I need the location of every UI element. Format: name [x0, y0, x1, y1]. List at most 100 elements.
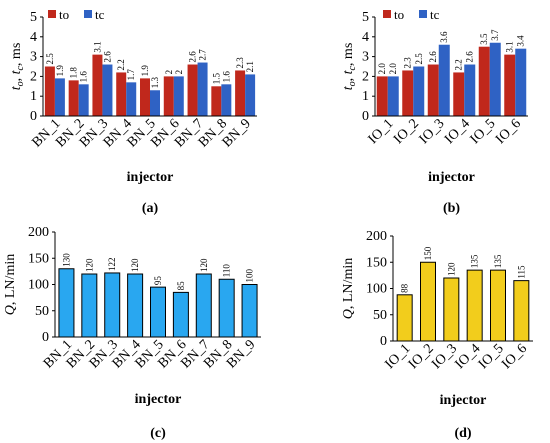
- bar-a-to-7: [187, 64, 198, 116]
- y-tick-label: 0: [380, 334, 387, 349]
- y-tick-label: 200: [366, 229, 387, 244]
- value-label-b-to-2: 2.3: [403, 57, 413, 69]
- panel-label: (a): [142, 201, 159, 216]
- bar-a-tc-4: [126, 82, 137, 116]
- category-label-IO_3: IO_3: [429, 341, 460, 372]
- category-label-IO_5: IO_5: [476, 341, 507, 372]
- value-label-a-tc-8: 1.6: [221, 71, 231, 83]
- value-label-a-tc-1: 1.9: [55, 65, 65, 77]
- bar-b-to-3: [427, 64, 439, 116]
- category-label-IO_5: IO_5: [468, 116, 499, 147]
- y-tick-label: 0: [42, 330, 49, 345]
- y-tick-label: 3: [30, 50, 37, 65]
- y-tick-label: 1: [362, 89, 369, 104]
- bar-a-tc-6: [173, 76, 184, 116]
- y-tick-label: 3: [362, 50, 369, 65]
- y-tick-label: 4: [362, 30, 369, 45]
- value-label-d-q-3: 120: [446, 262, 456, 276]
- value-label-a-to-7: 2.6: [188, 51, 198, 63]
- y-tick-label: 150: [28, 251, 49, 266]
- y-tick-label: 100: [28, 278, 49, 293]
- value-label-a-to-2: 1.8: [69, 67, 79, 79]
- y-axis-label: Q, LN/min: [341, 258, 356, 319]
- value-label-a-to-9: 2.3: [235, 57, 245, 69]
- category-label-IO_2: IO_2: [391, 116, 422, 147]
- y-tick-label: 100: [366, 282, 387, 297]
- y-axis-label: to, tc, ms: [9, 43, 26, 91]
- y-tick-label: 0: [30, 109, 37, 124]
- y-tick-label: 4: [30, 30, 37, 45]
- bar-a-to-5: [140, 78, 150, 116]
- bar-a-to-8: [211, 86, 222, 116]
- value-label-a-tc-4: 1.7: [126, 69, 136, 81]
- x-axis-label: injector: [440, 393, 487, 408]
- bar-c-q-1: [58, 268, 75, 338]
- bar-b-to-2: [402, 70, 414, 116]
- value-label-a-to-1: 2.5: [45, 53, 55, 65]
- value-label-b-to-3: 2.6: [428, 51, 438, 63]
- value-label-d-q-2: 150: [423, 246, 433, 260]
- legend: to tc: [48, 7, 105, 22]
- y-tick-label: 50: [35, 304, 49, 319]
- y-axis-label: to, tc, ms: [341, 43, 358, 91]
- legend-swatch-to: [48, 10, 56, 18]
- value-label-b-tc-1: 2.0: [388, 63, 398, 75]
- bar-a-tc-3: [102, 64, 113, 116]
- value-label-b-to-5: 3.5: [479, 33, 489, 45]
- value-label-a-tc-3: 2.6: [102, 51, 112, 63]
- bar-b-to-5: [478, 46, 490, 117]
- bar-b-tc-5: [489, 42, 501, 116]
- bar-a-to-2: [68, 80, 79, 116]
- category-label-IO_6: IO_6: [499, 341, 530, 372]
- value-label-a-to-8: 1.5: [211, 73, 221, 85]
- value-label-a-tc-5: 1.3: [150, 77, 160, 89]
- bar-a-to-3: [92, 54, 103, 116]
- y-tick-label: 2: [362, 69, 369, 84]
- bar-a-to-9: [235, 70, 246, 116]
- value-label-c-q-9: 100: [245, 269, 255, 283]
- bar-c-q-2: [81, 273, 98, 338]
- legend-label-to: to: [394, 7, 404, 22]
- value-label-c-q-8: 110: [222, 264, 232, 278]
- legend-label-to: to: [59, 7, 69, 22]
- value-label-c-q-4: 120: [130, 258, 140, 272]
- value-label-b-tc-2: 2.5: [414, 53, 424, 65]
- value-label-a-tc-9: 2.1: [245, 61, 255, 72]
- y-tick-label: 50: [373, 308, 387, 323]
- value-label-b-tc-6: 3.4: [516, 35, 526, 47]
- bar-b-tc-6: [515, 48, 527, 116]
- bar-a-to-4: [116, 72, 127, 116]
- bar-a-tc-7: [197, 62, 208, 116]
- legend-swatch-to: [383, 10, 391, 18]
- bar-c-q-4: [127, 273, 144, 338]
- bar-d-q-2: [420, 261, 436, 342]
- chart-b: 2.02.32.62.23.53.12.02.53.62.63.73.40123…: [341, 7, 528, 216]
- category-label-IO_2: IO_2: [406, 341, 437, 372]
- value-label-c-q-7: 120: [199, 258, 209, 272]
- value-label-c-q-6: 85: [176, 281, 186, 291]
- value-label-a-tc-2: 1.6: [79, 71, 89, 83]
- value-label-b-tc-3: 3.6: [439, 31, 449, 43]
- value-label-b-tc-4: 2.6: [465, 51, 475, 63]
- value-label-a-to-3: 3.1: [92, 41, 102, 52]
- legend-swatch-tc: [419, 10, 427, 18]
- y-tick-label: 200: [28, 225, 49, 240]
- x-axis-label: injector: [127, 170, 174, 185]
- bar-d-q-3: [443, 277, 460, 342]
- value-label-a-to-6: 2: [164, 70, 174, 75]
- value-label-d-q-1: 88: [400, 283, 410, 293]
- legend-label-tc: tc: [430, 7, 440, 22]
- y-tick-label: 1: [30, 89, 37, 104]
- bar-d-q-4: [466, 269, 483, 342]
- value-label-b-tc-5: 3.7: [490, 29, 500, 41]
- value-label-d-q-5: 135: [493, 254, 503, 268]
- value-label-c-q-5: 95: [153, 276, 163, 286]
- bar-b-to-1: [376, 76, 388, 116]
- bar-c-q-5: [150, 286, 166, 338]
- bar-c-q-6: [172, 291, 189, 338]
- panel-label: (b): [443, 201, 460, 216]
- x-axis-label: injector: [428, 170, 475, 185]
- y-tick-label: 2: [30, 69, 37, 84]
